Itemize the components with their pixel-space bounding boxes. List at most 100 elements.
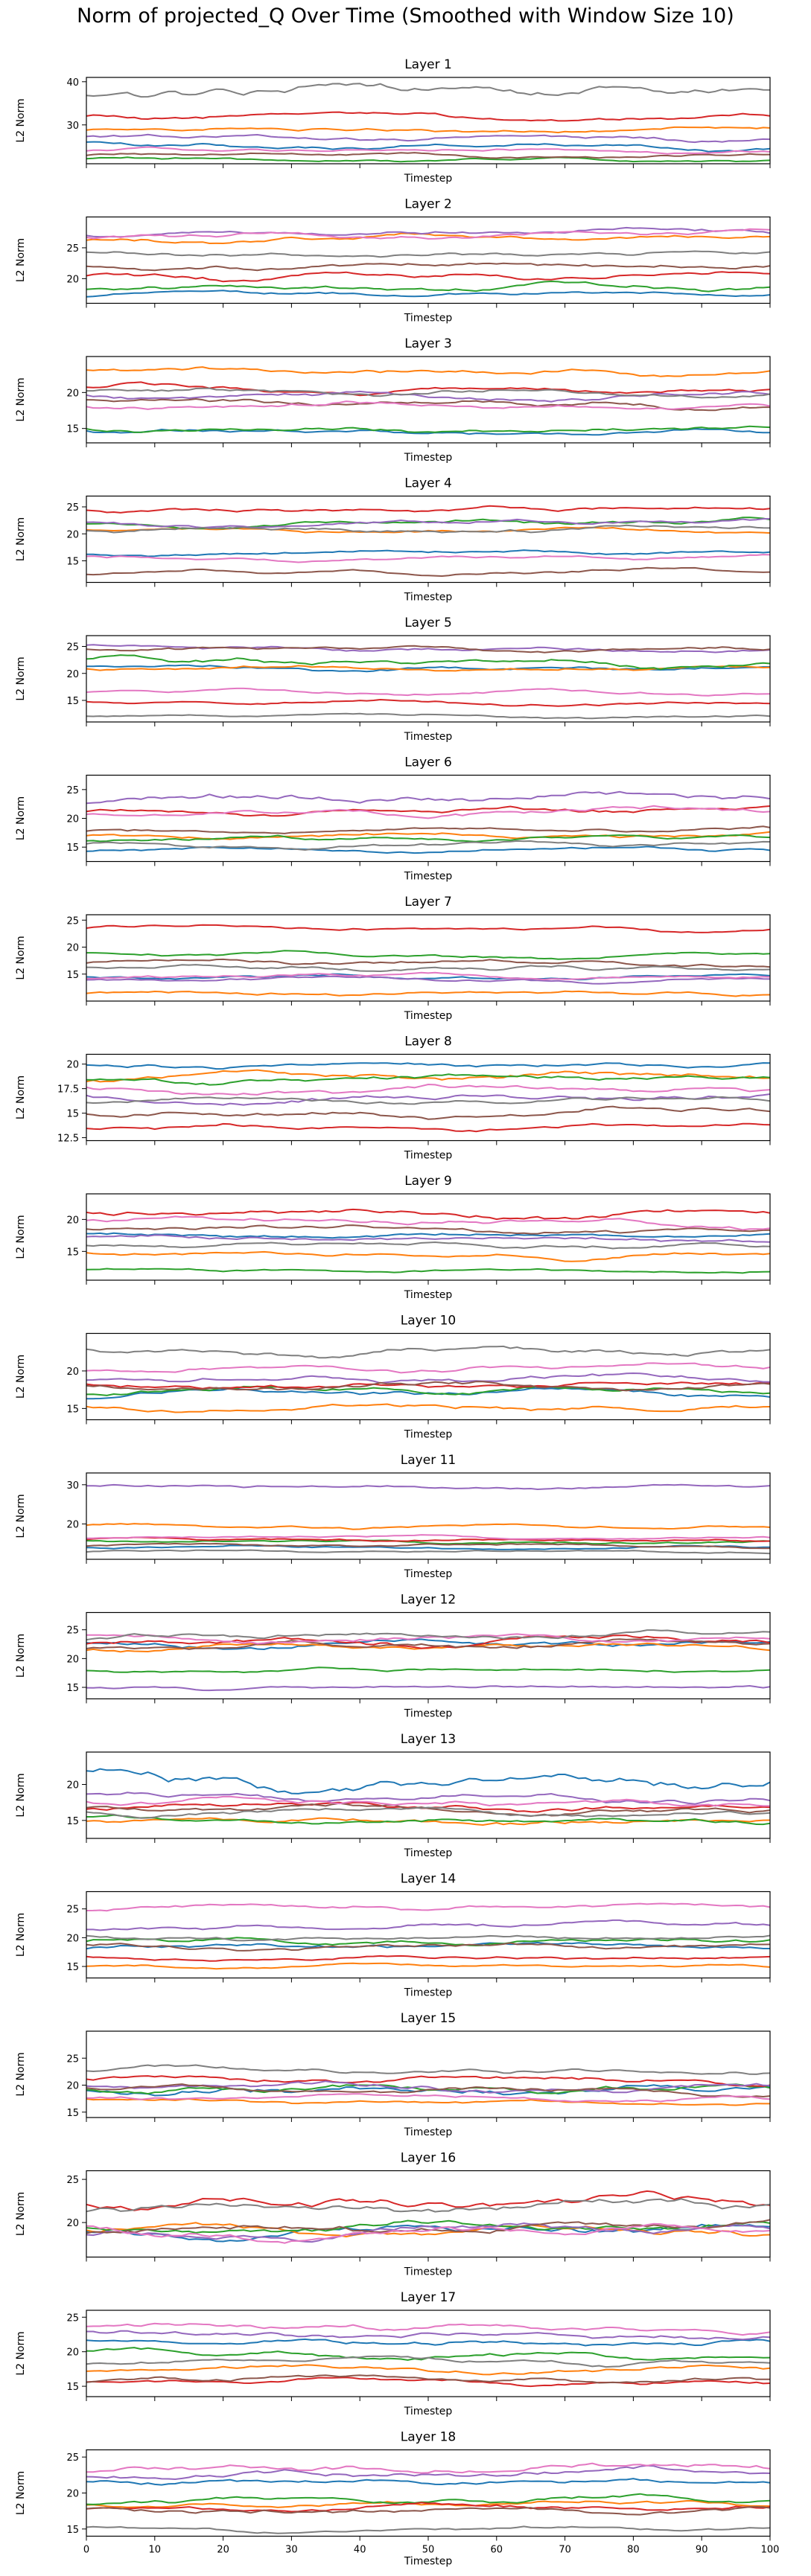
series-line-4 [86, 1122, 770, 1133]
series-line-6 [86, 1638, 770, 1650]
y-tick-label: 20 [66, 943, 79, 954]
x-tick-label: 100 [761, 2545, 780, 2556]
y-tick-label: 20 [66, 2489, 79, 2500]
series-group [86, 505, 770, 578]
series-group [86, 226, 770, 298]
series-line-8 [86, 1806, 770, 1819]
series-line-7 [86, 2222, 770, 2244]
series-line-4 [86, 381, 770, 397]
y-tick-label: 15 [66, 1109, 79, 1120]
y-axis-label: L2 Norm [15, 2471, 27, 2515]
y-tick-label: 25 [66, 2313, 79, 2324]
series-group [86, 2190, 770, 2244]
panel-title: Layer 7 [404, 895, 452, 910]
series-line-4 [86, 2190, 770, 2211]
y-tick-label: 20 [66, 1520, 79, 1531]
series-line-6 [86, 825, 770, 834]
panel-title: Layer 16 [401, 2151, 456, 2166]
panel-title: Layer 12 [401, 1593, 456, 1608]
layer-panel-13: Layer 13 15 20 Timestep L2 Norm [15, 1732, 771, 1859]
series-line-2 [86, 1403, 770, 1413]
series-line-4 [86, 111, 770, 122]
x-axis-label: Timestep [404, 1568, 453, 1580]
y-axis-label: L2 Norm [15, 1494, 27, 1538]
y-tick-label: 20 [66, 814, 79, 825]
y-tick-label: 30 [66, 1480, 79, 1492]
series-line-4 [86, 1634, 770, 1649]
series-line-6 [86, 2374, 770, 2384]
y-tick-label: 20 [66, 1780, 79, 1792]
series-line-3 [86, 425, 770, 433]
series-line-1 [86, 428, 770, 436]
y-tick-label: 25 [66, 915, 79, 927]
x-axis-label: Timestep [404, 1289, 453, 1301]
x-tick-label: 70 [559, 2545, 571, 2556]
y-tick-label: 15 [66, 970, 79, 981]
y-tick-label: 30 [66, 121, 79, 132]
series-line-5 [86, 2222, 770, 2243]
y-axis-label: L2 Norm [15, 1215, 27, 1259]
panel-title: Layer 15 [401, 2011, 456, 2026]
series-line-2 [86, 126, 770, 134]
series-line-4 [86, 1536, 770, 1542]
y-tick-label: 20 [66, 1654, 79, 1665]
series-line-4 [86, 505, 770, 514]
y-tick-label: 25 [66, 2175, 79, 2186]
series-line-5 [86, 226, 770, 238]
series-line-6 [86, 1381, 770, 1392]
y-axis-label: L2 Norm [15, 796, 27, 840]
series-line-3 [86, 1268, 770, 1274]
series-line-7 [86, 2093, 770, 2103]
series-line-4 [86, 1208, 770, 1221]
series-group [86, 83, 770, 163]
layer-panel-7: Layer 7 15 20 25 Timestep L2 Norm [15, 895, 771, 1022]
series-line-7 [86, 400, 770, 410]
series-line-5 [86, 1483, 770, 1491]
series-line-7 [86, 1083, 770, 1096]
series-line-1 [86, 1062, 770, 1070]
panel-title: Layer 11 [401, 1453, 456, 1468]
y-tick-label: 15 [66, 2382, 79, 2393]
layer-panel-6: Layer 6 15 20 25 Timestep L2 Norm [15, 755, 771, 883]
y-axis-label: L2 Norm [15, 1355, 27, 1399]
series-line-3 [86, 1073, 770, 1086]
panel-title: Layer 1 [404, 57, 452, 72]
series-line-8 [86, 83, 770, 98]
axes-frame [86, 914, 771, 1002]
y-axis-label: L2 Norm [15, 1076, 27, 1119]
series-line-3 [86, 1666, 770, 1674]
y-tick-label: 25 [66, 1626, 79, 1637]
series-line-1 [86, 664, 770, 673]
y-tick-label: 20 [66, 1060, 79, 1071]
x-axis-label: Timestep [404, 871, 453, 883]
series-line-7 [86, 554, 770, 563]
series-line-5 [86, 975, 770, 985]
series-line-5 [86, 1372, 770, 1384]
layer-panel-15: Layer 15 15 20 25 Timestep L2 Norm [15, 2011, 771, 2138]
series-line-6 [86, 397, 770, 412]
x-axis-label: Timestep [404, 1847, 453, 1859]
y-tick-label: 15 [66, 557, 79, 568]
y-tick-label: 20 [66, 2348, 79, 2359]
panel-title: Layer 2 [404, 197, 452, 212]
series-group [86, 644, 770, 720]
series-group [86, 2322, 770, 2388]
series-line-2 [86, 1069, 770, 1083]
x-axis-label: Timestep [404, 452, 453, 464]
series-line-4 [86, 271, 770, 283]
panel-title: Layer 3 [404, 336, 452, 351]
layer-panel-5: Layer 5 15 20 25 Timestep L2 Norm [15, 616, 771, 743]
y-axis-label: L2 Norm [15, 377, 27, 421]
layer-panel-18: Layer 18 15 20 25 0 10 20 30 40 50 60 70 80 90 100 Time… [15, 2430, 779, 2568]
series-line-5 [86, 1919, 770, 1931]
y-axis-label: L2 Norm [15, 98, 27, 142]
x-axis-label: Timestep [404, 1010, 453, 1022]
series-line-6 [86, 2219, 770, 2234]
axes-frame [86, 2449, 771, 2537]
series-line-1 [86, 549, 770, 557]
series-line-8 [86, 387, 770, 399]
y-tick-label: 25 [66, 1905, 79, 1916]
x-tick-label: 80 [627, 2545, 640, 2556]
y-axis-label: L2 Norm [15, 517, 27, 561]
y-tick-label: 15 [66, 1962, 79, 1973]
